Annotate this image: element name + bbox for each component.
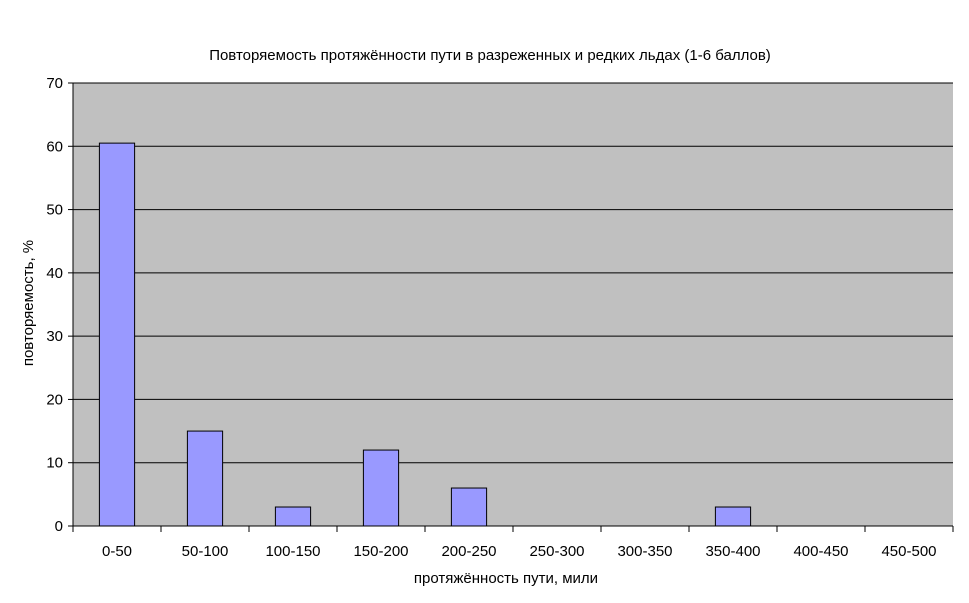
bar-0-50: [98, 142, 136, 527]
x-axis-title: протяжённость пути, мили: [414, 570, 598, 587]
bar-100-150: [274, 506, 312, 527]
x-tick-label: 200-250: [441, 543, 496, 560]
bar-150-200: [362, 449, 400, 527]
x-tick-label: 150-200: [353, 543, 408, 560]
bar-350-400: [714, 506, 752, 527]
y-tick-label: 60: [46, 138, 63, 155]
x-tick-label: 250-300: [529, 543, 584, 560]
bar-200-250: [450, 487, 488, 527]
x-tick-label: 400-450: [793, 543, 848, 560]
y-tick-label: 70: [46, 75, 63, 92]
axes: [68, 82, 954, 532]
y-axis-title: повторяемость, %: [20, 240, 37, 366]
y-tick-label: 10: [46, 455, 63, 472]
x-tick-label: 350-400: [705, 543, 760, 560]
y-tick-label: 0: [55, 518, 63, 535]
chart-title: Повторяемость протяжённости пути в разре…: [209, 47, 771, 64]
x-tick-label: 450-500: [881, 543, 936, 560]
x-tick-labels: 0-50 50-100 100-150 150-200 200-250 250-300 30…: [102, 543, 937, 560]
y-tick-label: 40: [46, 265, 63, 282]
y-tick-label: 50: [46, 202, 63, 219]
y-tick-labels: 0 10 20 30 40 50 60 70: [46, 75, 63, 535]
y-tick-label: 20: [46, 391, 63, 408]
y-tick-label: 30: [46, 328, 63, 345]
bars: [98, 142, 752, 527]
x-tick-label: 100-150: [265, 543, 320, 560]
x-tick-label: 300-350: [617, 543, 672, 560]
x-tick-label: 0-50: [102, 543, 132, 560]
x-tick-label: 50-100: [182, 543, 229, 560]
bar-50-100: [186, 430, 224, 527]
